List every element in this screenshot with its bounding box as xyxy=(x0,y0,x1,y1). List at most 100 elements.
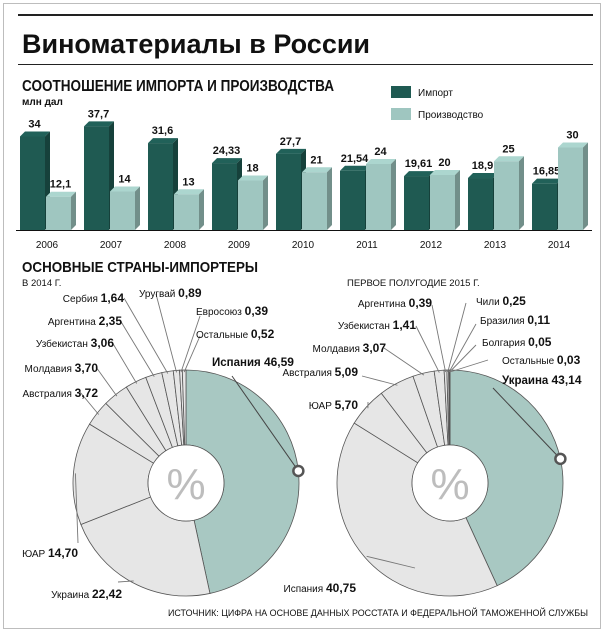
bar-value-label: 18 xyxy=(246,163,258,175)
leader-line xyxy=(448,323,477,373)
leader-line xyxy=(74,473,79,544)
leader-line xyxy=(79,391,100,415)
leader-line xyxy=(361,375,398,386)
x-tick-label: 2007 xyxy=(100,240,123,251)
bar-value-label: 14 xyxy=(118,174,131,186)
percent-symbol: % xyxy=(430,460,469,509)
legend-swatch-production xyxy=(391,108,411,120)
slice-label: Молдавия 3,07 xyxy=(313,341,387,355)
x-tick-label: 2013 xyxy=(484,240,507,251)
bar-import-2012: 19,61 xyxy=(404,158,434,230)
y-unit-label: млн дал xyxy=(22,97,63,108)
slice-label: Украина 22,42 xyxy=(51,587,122,601)
legend-label-production: Производство xyxy=(418,110,484,121)
slice-label: Австралия 3,72 xyxy=(22,386,98,400)
pie-chart-2014: % Испания 46,59 Украина 22,42 ЮАР 14,70 Авст… xyxy=(22,286,305,601)
leader-line xyxy=(111,341,138,384)
slice-label: ЮАР 5,70 xyxy=(309,398,359,412)
bar-production-2012: 20 xyxy=(430,157,460,230)
slice-label: Испания 40,75 xyxy=(284,581,357,595)
bar-value-label: 18,9 xyxy=(472,160,493,172)
bar-production-2011: 24 xyxy=(366,146,396,230)
highlight-marker xyxy=(292,464,305,478)
legend-label-import: Импорт xyxy=(418,88,453,99)
bar-top-face xyxy=(110,186,140,192)
bar-value-label: 19,61 xyxy=(405,158,433,170)
leader-line xyxy=(449,359,489,373)
leader-line xyxy=(383,347,425,376)
bar-top-face xyxy=(494,156,524,162)
bar-production-2007: 14 xyxy=(110,174,140,230)
slice-label: Узбекистан 1,41 xyxy=(338,318,416,332)
bar-side-face xyxy=(583,142,588,230)
slice-label: Испания 46,59 xyxy=(212,355,294,369)
slice-label: Чили 0,25 xyxy=(476,294,526,308)
bar-production-2010: 21 xyxy=(302,154,332,230)
donut-hole xyxy=(147,444,225,522)
slice-label: Остальные 0,52 xyxy=(196,327,275,341)
bar-front-face xyxy=(110,191,135,230)
section-title-bars: СООТНОШЕНИЕ ИМПОРТА И ПРОИЗВОДСТВА xyxy=(22,78,334,95)
leader-line xyxy=(123,297,169,374)
bar-value-label: 25 xyxy=(502,143,514,155)
bar-production-2008: 13 xyxy=(174,176,204,230)
bar-top-face xyxy=(174,189,204,195)
bar-front-face xyxy=(366,164,391,230)
leader-line xyxy=(117,580,134,583)
slice-label: Аргентина 0,39 xyxy=(358,296,432,310)
bar-top-face xyxy=(532,178,562,184)
leader-line xyxy=(231,375,299,472)
x-tick-label: 2009 xyxy=(228,240,251,251)
x-tick-label: 2011 xyxy=(356,240,378,251)
bar-value-label: 30 xyxy=(566,130,578,142)
bar-side-face xyxy=(199,189,204,230)
source-note: ИСТОЧНИК: ЦИФРА НА ОСНОВЕ ДАННЫХ РОССТАТ… xyxy=(168,607,588,619)
bar-front-face xyxy=(276,153,301,230)
slice-label: ЮАР 14,70 xyxy=(22,546,78,560)
highlight-marker xyxy=(554,452,567,466)
bar-top-face xyxy=(238,175,268,181)
bar-front-face xyxy=(212,163,237,230)
bar-import-2009: 24,33 xyxy=(212,145,242,230)
bar-front-face xyxy=(20,136,45,230)
bar-value-label: 24 xyxy=(374,146,387,158)
legend: Импорт Производство xyxy=(391,86,484,121)
bar-value-label: 13 xyxy=(182,176,194,188)
bar-front-face xyxy=(494,161,519,230)
bar-import-2006: 34 xyxy=(20,119,50,230)
slice-label: Аргентина 2,35 xyxy=(48,314,122,328)
slice-label: Сербия 1,64 xyxy=(63,291,125,305)
bar-side-face xyxy=(263,175,268,230)
bar-front-face xyxy=(404,176,429,230)
donut-hole xyxy=(411,444,489,522)
leader-line xyxy=(492,387,561,460)
bar-front-face xyxy=(148,143,173,230)
bar-value-label: 34 xyxy=(28,119,41,131)
bar-value-label: 27,7 xyxy=(280,136,301,148)
bar-top-face xyxy=(404,171,434,177)
slice-label: Узбекистан 3,06 xyxy=(36,336,114,350)
bar-front-face xyxy=(174,194,199,230)
bar-import-2014: 16,85 xyxy=(532,166,562,230)
bar-value-label: 16,85 xyxy=(533,166,561,178)
slice-label: Уругвай 0,89 xyxy=(139,286,202,300)
slice-label: Украина 43,14 xyxy=(502,373,582,387)
bar-top-face xyxy=(84,121,114,127)
right-pie-period: ПЕРВОЕ ПОЛУГОДИЕ 2015 Г. xyxy=(347,278,480,289)
main-title: Виноматериалы в России xyxy=(22,29,370,59)
bar-production-2014: 30 xyxy=(558,130,588,230)
leader-line xyxy=(431,304,447,373)
x-tick-label: 2012 xyxy=(420,240,443,251)
title-rule-bottom xyxy=(18,64,593,65)
leader-line xyxy=(183,335,201,373)
bar-front-face xyxy=(46,196,71,230)
bar-front-face xyxy=(430,175,455,230)
leader-line xyxy=(447,302,467,373)
bar-front-face xyxy=(532,183,557,230)
bar-top-face xyxy=(558,142,588,148)
bar-production-2006: 12,1 xyxy=(46,179,76,230)
leader-line xyxy=(155,293,177,373)
title-rule-top xyxy=(18,14,593,16)
x-tick-label: 2010 xyxy=(292,240,315,251)
